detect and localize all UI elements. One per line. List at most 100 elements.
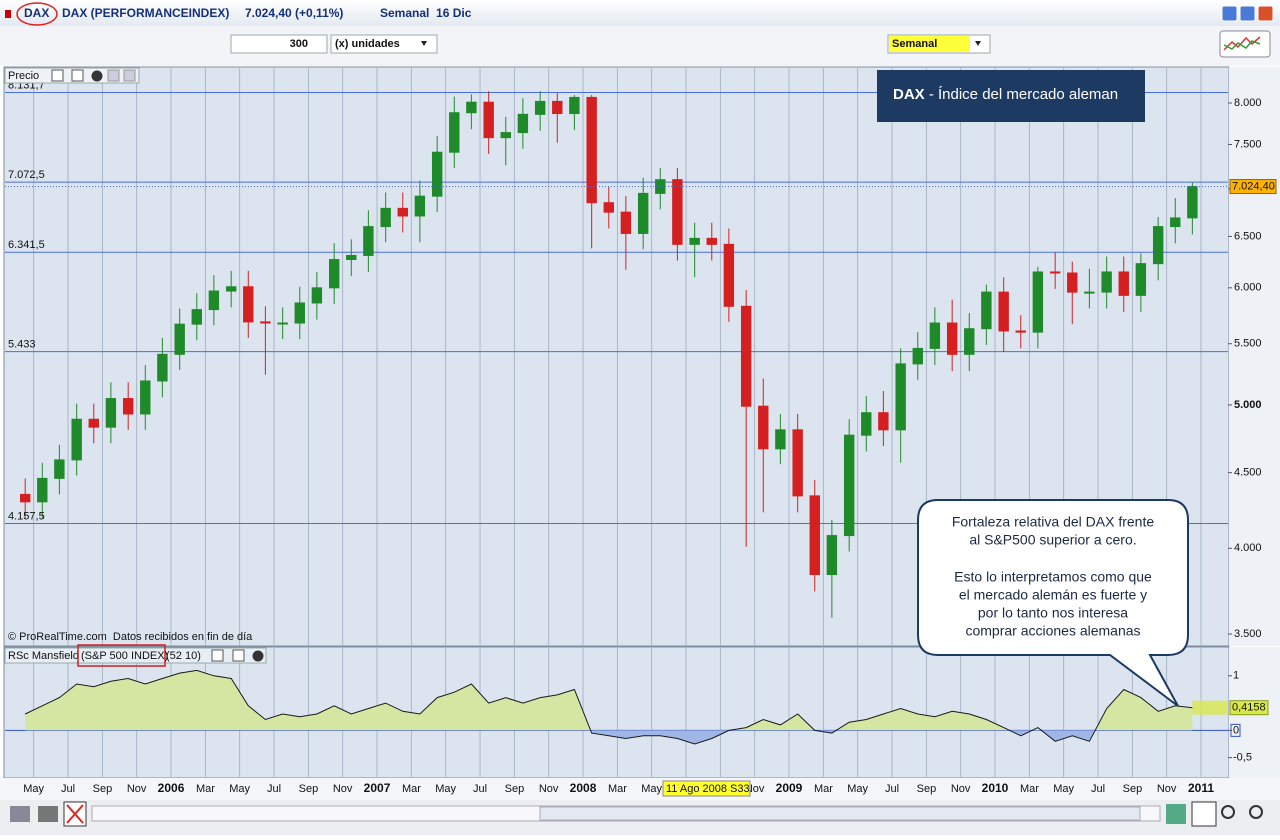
units-dropdown[interactable] <box>330 34 438 54</box>
y-tick-label: 5.500 <box>1234 338 1262 350</box>
instrument-name: DAX (PERFORMANCEINDEX) <box>62 6 229 20</box>
candle-body <box>552 100 563 115</box>
close-panel-button[interactable] <box>252 650 264 662</box>
x-tick-label: Mar <box>608 783 627 795</box>
candle-body <box>1170 217 1181 228</box>
panel-label: Precio <box>8 70 39 82</box>
candle-body <box>1101 271 1112 293</box>
settings-button[interactable] <box>51 69 64 82</box>
x-tick-label: 2011 <box>1188 781 1214 795</box>
callout-line: Esto lo interpretamos como que <box>954 569 1152 585</box>
x-tick-label: Nov <box>1157 783 1177 795</box>
candle-body <box>672 179 683 245</box>
candle-body <box>414 195 426 217</box>
zoom-out-button[interactable] <box>1221 805 1235 819</box>
zoom-fit-button[interactable] <box>1191 801 1217 827</box>
x-tick-label: 2009 <box>776 781 803 795</box>
close-button[interactable] <box>1257 5 1274 22</box>
last-value-label: 7.024,40 <box>1232 180 1275 192</box>
icon <box>1223 36 1261 51</box>
units-label: (x) unidades <box>335 38 400 50</box>
last-value-label: 0,4158 <box>1232 702 1266 714</box>
level-label: 5.433 <box>8 338 36 350</box>
indicators-button[interactable] <box>1219 30 1271 58</box>
candle-body <box>1118 271 1129 296</box>
y-tick-label: 3.500 <box>1234 628 1262 640</box>
candle-body <box>843 434 855 537</box>
x-tick-label: Mar <box>402 783 421 795</box>
x-tick-label: Sep <box>93 783 113 795</box>
indicator-index: (S&P 500 INDEX) <box>81 650 168 662</box>
x-tick-label: Sep <box>917 783 937 795</box>
candle-body <box>19 493 31 503</box>
source-note: © ProRealTime.com Datos recibidos en fin… <box>8 631 253 643</box>
print-button[interactable] <box>38 806 58 822</box>
highlight-circle <box>16 2 58 26</box>
icon <box>1223 40 1261 50</box>
level-label: 7.072,5 <box>8 169 45 181</box>
x-tick-label: Nov <box>127 783 147 795</box>
cursor-label: 11 Ago 2008 S33 <box>666 783 750 795</box>
toolbar <box>0 26 1280 66</box>
x-tick-label: Jul <box>473 783 487 795</box>
candle-body <box>706 237 717 245</box>
scrollbar-thumb[interactable] <box>539 806 1141 821</box>
up-button[interactable] <box>107 69 120 82</box>
settings-button[interactable] <box>211 649 224 662</box>
annotation-title: DAX - Índice del mercado aleman <box>893 86 1118 103</box>
candle-body <box>37 477 48 503</box>
x-tick-label: 2008 <box>570 781 597 795</box>
candle-body <box>861 412 872 436</box>
candle-body <box>809 495 820 576</box>
units-input[interactable] <box>230 34 328 54</box>
candle-body <box>620 211 632 234</box>
down-button[interactable] <box>123 69 136 82</box>
x-tick-label: Sep <box>299 783 319 795</box>
candle-body <box>328 259 340 289</box>
x-tick-label: May <box>23 783 44 795</box>
candle-body <box>517 113 529 134</box>
y-tick-label: 4.500 <box>1234 467 1262 479</box>
zoom-in-button[interactable] <box>1249 805 1263 819</box>
candle-body <box>775 429 786 450</box>
save-button[interactable] <box>10 806 30 822</box>
x-tick-label: May <box>847 783 868 795</box>
x-tick-label: Mar <box>1020 783 1039 795</box>
candle-body <box>964 328 975 355</box>
candle-body <box>466 101 477 114</box>
y-tick-label: 7.500 <box>1234 138 1262 150</box>
candle-body <box>483 101 494 139</box>
callout-text: Fortaleza relativa del DAX frente al S&P5… <box>952 514 1155 639</box>
candle-body <box>1015 330 1026 333</box>
cursor-box <box>662 780 751 797</box>
tool-button[interactable] <box>1166 804 1186 824</box>
candle-body <box>225 286 237 292</box>
units-value: 300 <box>290 38 308 50</box>
indicator-line <box>24 669 1193 745</box>
window-button[interactable] <box>232 649 245 662</box>
x-tick-label: Mar <box>814 783 833 795</box>
candle-body <box>311 287 323 304</box>
indicator-params: (52 10) <box>166 650 201 662</box>
icon <box>66 804 84 824</box>
indicator-plot <box>5 648 1228 777</box>
candle-body <box>792 429 803 497</box>
candle-body <box>534 100 546 115</box>
candle-body <box>277 322 288 325</box>
window-button[interactable] <box>71 69 84 82</box>
maximize-button[interactable] <box>1239 5 1256 22</box>
candle-body <box>946 322 958 355</box>
level-label: 4.157,5 <box>8 510 45 522</box>
symbol[interactable]: DAX <box>24 6 49 20</box>
callout-line: por lo tanto nos interesa <box>978 605 1128 621</box>
axes: May Jul Sep Nov 2006 Mar May Jul Sep Nov 2007 Mar Ma… <box>8 79 1277 795</box>
x-tick-label: May <box>229 783 250 795</box>
candle-body <box>929 322 941 349</box>
close-panel-button[interactable] <box>91 70 103 82</box>
candle-body <box>1084 291 1095 294</box>
minimize-button[interactable] <box>1221 5 1238 22</box>
last-value-box <box>1229 179 1277 195</box>
callout-line: comprar acciones alemanas <box>965 623 1140 639</box>
